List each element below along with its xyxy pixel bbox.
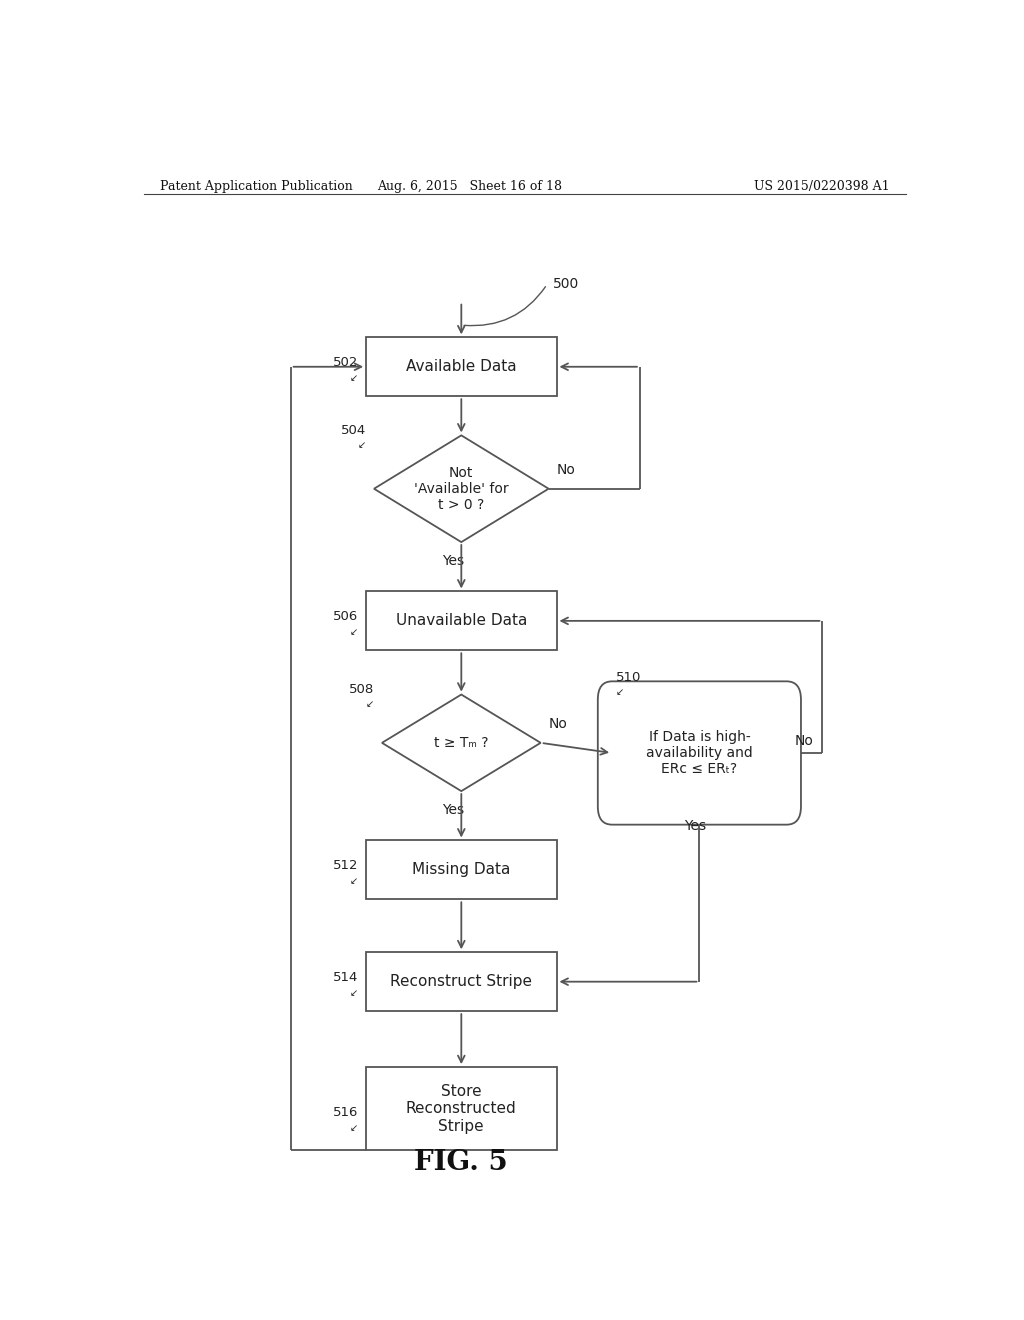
Text: ↙: ↙ bbox=[616, 688, 624, 697]
Polygon shape bbox=[374, 436, 549, 543]
Text: t ≥ Tₘ ?: t ≥ Tₘ ? bbox=[434, 735, 488, 750]
Text: US 2015/0220398 A1: US 2015/0220398 A1 bbox=[755, 181, 890, 193]
Text: ↙: ↙ bbox=[350, 876, 358, 886]
Polygon shape bbox=[382, 694, 541, 791]
FancyBboxPatch shape bbox=[367, 591, 557, 651]
FancyBboxPatch shape bbox=[367, 1067, 557, 1151]
Text: ↙: ↙ bbox=[358, 441, 367, 450]
Text: Reconstruct Stripe: Reconstruct Stripe bbox=[390, 974, 532, 989]
Text: 506: 506 bbox=[333, 610, 358, 623]
Text: No: No bbox=[557, 462, 575, 477]
Text: 508: 508 bbox=[349, 682, 374, 696]
Text: 510: 510 bbox=[616, 671, 641, 684]
Text: Patent Application Publication: Patent Application Publication bbox=[160, 181, 352, 193]
Text: ↙: ↙ bbox=[350, 627, 358, 638]
Text: 514: 514 bbox=[333, 972, 358, 985]
FancyBboxPatch shape bbox=[598, 681, 801, 825]
Text: FIG. 5: FIG. 5 bbox=[415, 1150, 508, 1176]
Text: No: No bbox=[795, 734, 813, 748]
FancyBboxPatch shape bbox=[367, 952, 557, 1011]
Text: Yes: Yes bbox=[442, 554, 465, 569]
Text: ↙: ↙ bbox=[350, 1123, 358, 1133]
Text: 504: 504 bbox=[341, 424, 367, 437]
Text: 512: 512 bbox=[333, 859, 358, 873]
Text: 500: 500 bbox=[553, 277, 579, 292]
Text: No: No bbox=[549, 717, 567, 731]
Text: Not
'Available' for
t > 0 ?: Not 'Available' for t > 0 ? bbox=[414, 466, 509, 512]
Text: Yes: Yes bbox=[442, 804, 465, 817]
Text: ↙: ↙ bbox=[350, 372, 358, 383]
Text: Store
Reconstructed
Stripe: Store Reconstructed Stripe bbox=[406, 1084, 517, 1134]
Text: If Data is high-
availability and
ERᴄ ≤ ERₜ?: If Data is high- availability and ERᴄ ≤ … bbox=[646, 730, 753, 776]
FancyBboxPatch shape bbox=[367, 841, 557, 899]
Text: Unavailable Data: Unavailable Data bbox=[395, 614, 527, 628]
Text: Available Data: Available Data bbox=[406, 359, 517, 375]
Text: Yes: Yes bbox=[684, 818, 707, 833]
Text: Aug. 6, 2015   Sheet 16 of 18: Aug. 6, 2015 Sheet 16 of 18 bbox=[377, 181, 562, 193]
Text: 502: 502 bbox=[333, 356, 358, 370]
Text: ↙: ↙ bbox=[350, 987, 358, 998]
Text: 516: 516 bbox=[333, 1106, 358, 1119]
FancyBboxPatch shape bbox=[367, 338, 557, 396]
Text: Missing Data: Missing Data bbox=[412, 862, 511, 878]
Text: ↙: ↙ bbox=[366, 700, 374, 710]
